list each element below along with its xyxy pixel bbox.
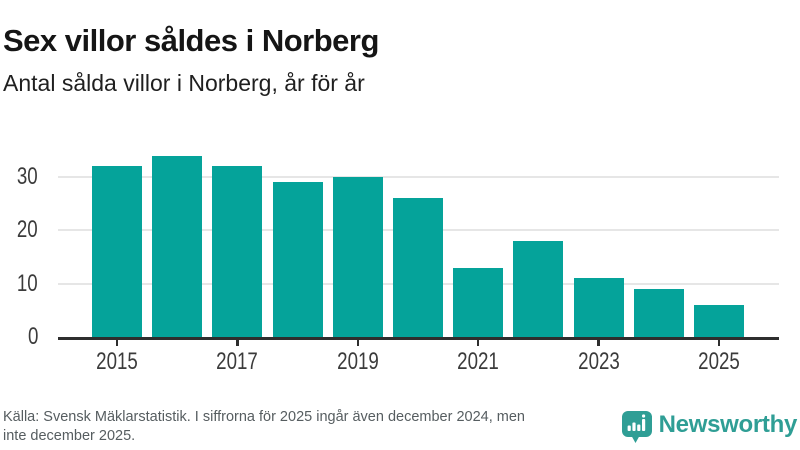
x-tick-2017 <box>236 339 239 346</box>
x-tick-2021 <box>476 339 480 346</box>
x-axis-line <box>58 337 779 340</box>
chart-subtitle: Antal sålda villor i Norberg, år för år <box>3 70 365 96</box>
y-tick-label-30: 30 <box>17 163 38 191</box>
y-tick-label-0: 0 <box>27 323 38 350</box>
x-tick-2019 <box>356 339 360 346</box>
bar-2017 <box>212 166 263 337</box>
bar-2025 <box>694 305 744 337</box>
source-line-2: inte december 2025. <box>3 427 136 444</box>
bar-2023 <box>573 278 624 337</box>
x-tick-label-2025: 2025 <box>698 348 740 375</box>
gridline-30 <box>58 176 779 179</box>
source-note: Källa: Svensk Mäklarstatistik. I siffror… <box>3 408 525 445</box>
x-tick-label-2017: 2017 <box>216 348 259 375</box>
bar-2020 <box>393 198 443 337</box>
x-tick-label-2021: 2021 <box>457 348 500 375</box>
bar-2016 <box>152 155 203 337</box>
bar-2021 <box>453 267 504 337</box>
bar-2022 <box>513 241 564 337</box>
bar-2019 <box>332 177 383 337</box>
y-tick-label-20: 20 <box>17 216 38 244</box>
source-line-1: Källa: Svensk Mäklarstatistik. I siffror… <box>3 409 525 425</box>
bar-2024 <box>633 289 684 337</box>
bar-2015 <box>92 166 142 337</box>
newsworthy-icon <box>621 411 652 449</box>
x-tick-label-2019: 2019 <box>336 348 379 375</box>
bar-2018 <box>272 182 323 337</box>
y-axis: 0 10 20 30 <box>0 145 48 349</box>
x-tick-2015 <box>115 339 119 346</box>
x-tick-2025 <box>717 339 721 346</box>
chart-title: Sex villor såldes i Norberg <box>3 22 379 58</box>
x-tick-2023 <box>597 339 600 346</box>
newsworthy-logo[interactable]: Newsworthy <box>621 411 798 449</box>
plot-area: 2015 2017 2019 2021 2023 2025 <box>58 145 779 375</box>
y-tick-label-10: 10 <box>17 269 38 297</box>
x-tick-label-2023: 2023 <box>577 348 620 375</box>
x-tick-label-2015: 2015 <box>96 348 138 375</box>
newsworthy-wordmark: Newsworthy <box>658 411 798 438</box>
